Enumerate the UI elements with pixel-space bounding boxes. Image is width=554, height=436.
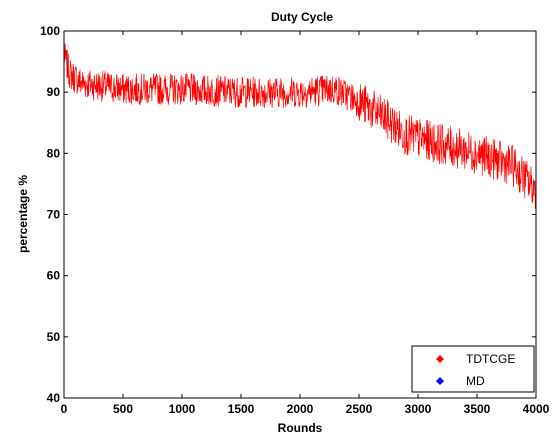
x-tick-label: 500 bbox=[113, 402, 133, 416]
legend-label: TDTCGE bbox=[466, 352, 515, 366]
x-tick-label: 2500 bbox=[346, 402, 373, 416]
chart-title: Duty Cycle bbox=[271, 10, 333, 24]
y-tick-label: 50 bbox=[47, 330, 61, 344]
y-tick-label: 100 bbox=[40, 24, 60, 38]
x-axis: 0 500 1000 1500 2000 2500 3000 3500 4000 bbox=[61, 31, 550, 416]
y-tick-label: 90 bbox=[47, 85, 61, 99]
y-axis: 40 50 60 70 80 90 100 bbox=[40, 24, 536, 405]
x-tick-label: 3000 bbox=[405, 402, 432, 416]
plot-area bbox=[63, 30, 537, 399]
series-line-tdtcge bbox=[64, 43, 536, 209]
y-axis-label: percentage % bbox=[16, 175, 30, 253]
x-tick-label: 0 bbox=[61, 402, 68, 416]
legend: TDTCGE MD bbox=[411, 345, 535, 393]
y-tick-label: 40 bbox=[47, 391, 61, 405]
legend-marker-tdtcge bbox=[436, 355, 444, 363]
y-tick-label: 60 bbox=[47, 269, 61, 283]
x-tick-label: 4000 bbox=[523, 402, 550, 416]
y-tick-label: 70 bbox=[47, 208, 61, 222]
x-tick-label: 1000 bbox=[169, 402, 196, 416]
legend-marker-md bbox=[436, 377, 444, 385]
x-axis-label: Rounds bbox=[278, 421, 323, 435]
series-layer bbox=[64, 31, 536, 209]
legend-box bbox=[411, 345, 535, 393]
x-tick-label: 1500 bbox=[228, 402, 255, 416]
legend-label: MD bbox=[466, 374, 485, 388]
x-tick-label: 2000 bbox=[287, 402, 314, 416]
y-tick-label: 80 bbox=[47, 146, 61, 160]
x-tick-label: 3500 bbox=[464, 402, 491, 416]
